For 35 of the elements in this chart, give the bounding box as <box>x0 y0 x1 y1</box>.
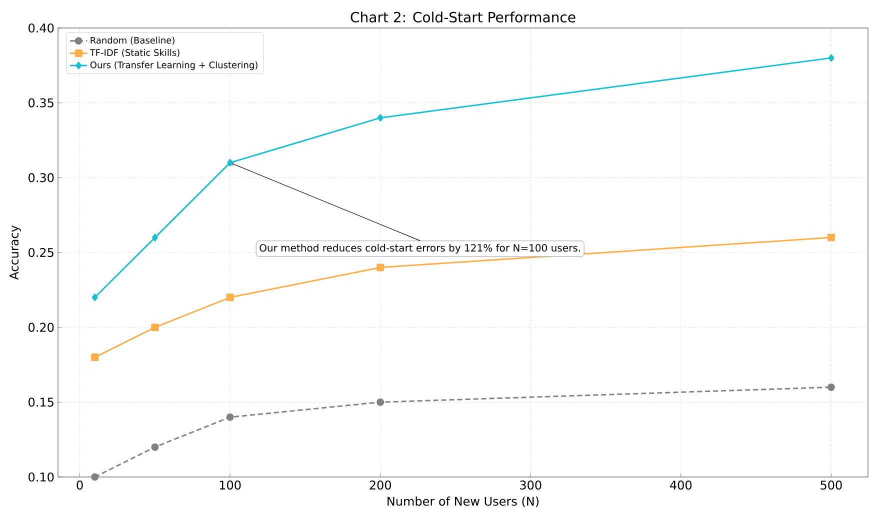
y-tick-label: 0.40 <box>28 23 54 33</box>
point <box>92 294 98 302</box>
y-tick-label: 0.30 <box>28 173 54 182</box>
point <box>226 413 234 421</box>
x-tick-label: 500 <box>820 480 842 490</box>
point <box>376 398 384 406</box>
point <box>151 324 159 332</box>
y-axis-title: Accuracy <box>10 225 21 280</box>
y-tick-label: 0.25 <box>28 248 54 258</box>
y-tick-label: 0.10 <box>28 472 54 482</box>
point <box>827 234 835 242</box>
legend-label: Random (Baseline) <box>90 36 174 45</box>
x-tick-label: 0 <box>76 480 83 490</box>
point <box>151 443 159 451</box>
point <box>91 354 99 362</box>
point <box>377 114 384 122</box>
x-axis-title: Number of New Users (N) <box>388 496 539 508</box>
y-tick-label: 0.15 <box>28 398 54 407</box>
point <box>828 54 834 62</box>
x-tick-label: 300 <box>520 480 542 490</box>
x-tick-label: 400 <box>670 480 692 490</box>
point <box>376 264 384 272</box>
point <box>227 158 234 166</box>
legend-label: TF-IDF (Static Skills) <box>90 49 180 58</box>
y-tick-label: 0.35 <box>28 98 54 108</box>
point <box>827 383 835 391</box>
annotation: Our method reduces cold-start errors by 121% for N=100 users. <box>260 244 580 254</box>
point <box>226 294 234 302</box>
point <box>91 473 99 481</box>
x-tick-label: 200 <box>370 480 392 490</box>
x-tick-label: 100 <box>220 480 241 490</box>
legend-label: Ours (Transfer Learning + Clustering) <box>90 61 258 70</box>
chart-title: Chart 2: Cold-Start Performance <box>350 12 576 22</box>
point <box>152 234 158 242</box>
y-tick-label: 0.20 <box>28 322 54 332</box>
